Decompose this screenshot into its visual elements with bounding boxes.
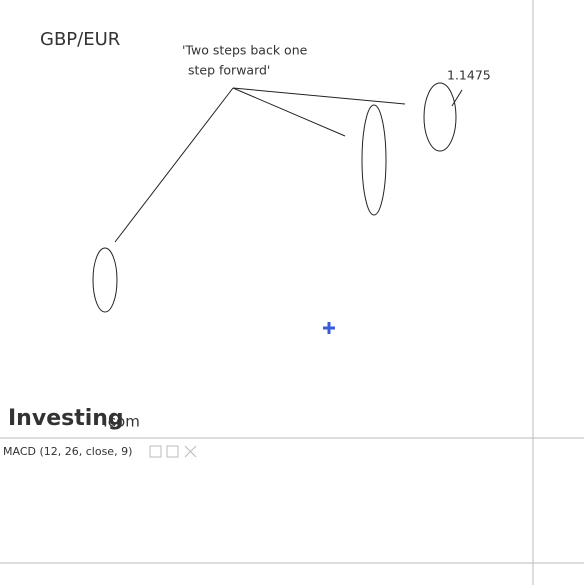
icon[interactable] [149, 445, 162, 458]
annotation-text: 'Two steps back one [182, 43, 308, 58]
icon[interactable] [166, 445, 179, 458]
cross-marker [323, 322, 335, 334]
annotation-line [232, 87, 346, 137]
annotation-ellipse [92, 247, 118, 313]
indicator-title: MACD (12, 26, close, 9) [3, 445, 132, 458]
chart-title: GBP/EUR [40, 29, 120, 50]
annotation-ellipse [423, 82, 457, 152]
annotation-ellipse [361, 104, 387, 216]
callout: 1.1475 [447, 68, 491, 83]
watermark: Investing [8, 406, 124, 431]
annotation-line [451, 89, 463, 107]
annotations: GBP/EUR 'Two steps back one step forward… [3, 29, 491, 458]
icon[interactable] [184, 445, 197, 458]
annotation-line [114, 87, 234, 243]
annotation-line [232, 87, 406, 105]
watermark: .com [103, 413, 140, 431]
annotation-text: step forward' [188, 63, 270, 78]
